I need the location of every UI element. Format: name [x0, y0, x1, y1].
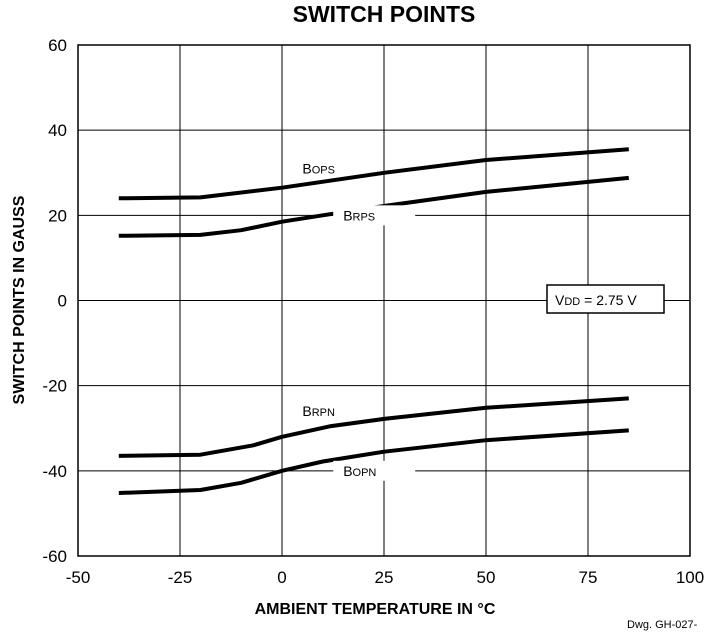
x-tick-label: 50: [477, 568, 496, 587]
series-label-sub: OPN: [353, 467, 377, 479]
x-axis-ticks: -50 -25 0 25 50 75 100: [66, 568, 704, 587]
y-axis-label: SWITCH POINTS IN GAUSS: [11, 195, 28, 404]
series-label-brpn: BRPN: [302, 403, 335, 419]
x-tick-label: 25: [375, 568, 394, 587]
x-tick-label: -50: [66, 568, 91, 587]
condition-box: VDD = 2.75 V: [546, 284, 665, 314]
condition-value: = 2.75 V: [580, 292, 637, 308]
y-tick-label: -60: [42, 547, 67, 566]
condition-main: V: [555, 292, 565, 308]
series-label-sub: RPN: [312, 407, 335, 419]
series-lines: [118, 147, 629, 495]
y-tick-label: 40: [48, 121, 67, 140]
series-line-brps: [118, 175, 629, 238]
y-tick-label: 0: [58, 292, 67, 311]
chart-title: SWITCH POINTS: [293, 1, 476, 27]
condition-text: VDD = 2.75 V: [555, 292, 637, 308]
y-axis-ticks: 60 40 20 0 -20 -40 -60: [42, 36, 67, 566]
x-tick-label: -25: [168, 568, 193, 587]
series-label-sub: RPS: [353, 211, 376, 223]
series-label-brps: BRPS: [343, 207, 375, 223]
series-line-brpn: [118, 396, 629, 458]
series-label-main: B: [343, 463, 352, 479]
plot-frame: [77, 44, 691, 557]
series-label-sub: OPS: [312, 164, 335, 176]
series-line-bopn: [118, 428, 629, 495]
y-tick-label: -20: [42, 377, 67, 396]
x-tick-label: 100: [676, 568, 704, 587]
series-label-bops: BOPS: [302, 160, 335, 176]
series-label-main: B: [343, 207, 352, 223]
y-tick-label: -40: [42, 462, 67, 481]
series-line-bops: [118, 147, 629, 201]
condition-sub: DD: [564, 296, 580, 308]
series-label-bopn: BOPN: [343, 463, 376, 479]
x-tick-label: 0: [277, 568, 286, 587]
series-label-main: B: [302, 160, 311, 176]
series-label-bg: [333, 460, 416, 481]
y-tick-label: 20: [48, 206, 67, 225]
x-axis-label: AMBIENT TEMPERATURE IN °C: [255, 601, 496, 618]
series-label-main: B: [302, 403, 311, 419]
x-tick-label: 75: [579, 568, 598, 587]
drawing-id: Dwg. GH-027-: [627, 619, 698, 631]
series-label-bg: [333, 205, 416, 226]
y-tick-label: 60: [48, 36, 67, 55]
condition-box-frame: [546, 284, 665, 314]
